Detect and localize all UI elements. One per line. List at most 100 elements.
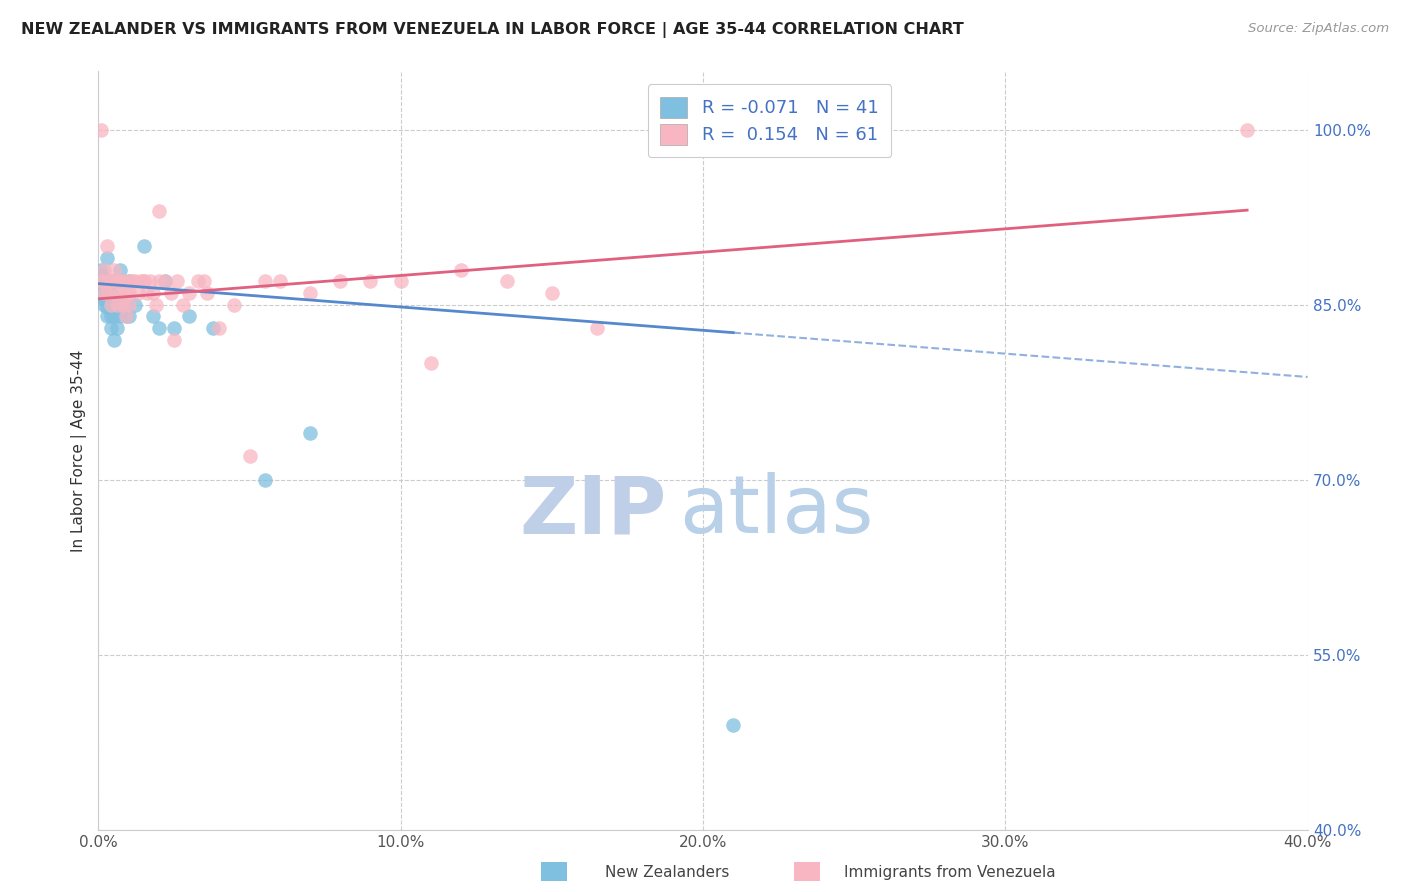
Point: [90, 122, 112, 136]
Point: [208, 321, 231, 335]
Point: [132, 274, 155, 288]
Point: [132, 274, 155, 288]
Legend: R = -0.071   N = 41, R =  0.154   N = 61: R = -0.071 N = 41, R = 0.154 N = 61: [648, 84, 891, 158]
Point: [135, 285, 157, 300]
Point: [195, 285, 218, 300]
Point: [90, 268, 112, 283]
Point: [153, 274, 176, 288]
Point: [121, 274, 143, 288]
Point: [103, 262, 125, 277]
Point: [114, 310, 136, 324]
Point: [111, 274, 134, 288]
Point: [160, 285, 183, 300]
Point: [96, 292, 118, 306]
Point: [166, 274, 188, 288]
Point: [90, 262, 112, 277]
Point: [179, 310, 201, 324]
Point: [450, 262, 472, 277]
Point: [193, 274, 215, 288]
Point: [299, 285, 322, 300]
Point: [114, 285, 136, 300]
Point: [329, 274, 352, 288]
Point: [100, 298, 122, 312]
Text: NEW ZEALANDER VS IMMIGRANTS FROM VENEZUELA IN LABOR FORCE | AGE 35-44 CORRELATIO: NEW ZEALANDER VS IMMIGRANTS FROM VENEZUE…: [21, 22, 965, 38]
Point: [187, 274, 209, 288]
Text: ZIP: ZIP: [519, 472, 666, 550]
Point: [103, 274, 125, 288]
Point: [105, 274, 128, 288]
Point: [105, 298, 128, 312]
Point: [118, 310, 141, 324]
Point: [239, 450, 262, 464]
Point: [93, 274, 115, 288]
Point: [96, 310, 118, 324]
Point: [103, 333, 125, 347]
Point: [108, 310, 131, 324]
Point: [100, 274, 122, 288]
Point: [224, 298, 246, 312]
Text: atlas: atlas: [679, 472, 873, 550]
Point: [124, 274, 146, 288]
Point: [100, 274, 122, 288]
Point: [93, 280, 115, 294]
Point: [586, 321, 609, 335]
Point: [389, 274, 412, 288]
Point: [105, 274, 128, 288]
Point: [111, 274, 134, 288]
Point: [103, 292, 125, 306]
Point: [148, 274, 170, 288]
Point: [1236, 122, 1258, 136]
Point: [96, 285, 118, 300]
Point: [142, 285, 165, 300]
Point: [163, 321, 186, 335]
Point: [202, 321, 225, 335]
Point: [269, 274, 291, 288]
Point: [132, 239, 155, 253]
Point: [153, 274, 176, 288]
Point: [118, 274, 141, 288]
Point: [253, 473, 276, 487]
Point: [253, 274, 276, 288]
Point: [118, 274, 141, 288]
Point: [93, 274, 115, 288]
Point: [105, 321, 128, 335]
Point: [420, 356, 443, 370]
Point: [96, 251, 118, 265]
Point: [93, 292, 115, 306]
Point: [100, 274, 122, 288]
Point: [129, 274, 152, 288]
Point: [145, 298, 167, 312]
Point: [108, 262, 131, 277]
Point: [96, 239, 118, 253]
Y-axis label: In Labor Force | Age 35-44: In Labor Force | Age 35-44: [72, 350, 87, 551]
Point: [103, 310, 125, 324]
Point: [108, 274, 131, 288]
Point: [148, 321, 170, 335]
Point: [142, 310, 165, 324]
Point: [93, 285, 115, 300]
Point: [118, 298, 141, 312]
Point: [124, 298, 146, 312]
Text: New Zealanders: New Zealanders: [605, 865, 728, 880]
Point: [299, 425, 322, 440]
Point: [111, 274, 134, 288]
Point: [723, 717, 745, 731]
Text: Immigrants from Venezuela: Immigrants from Venezuela: [844, 865, 1056, 880]
Point: [360, 274, 382, 288]
Point: [100, 321, 122, 335]
Point: [96, 280, 118, 294]
Point: [139, 274, 162, 288]
Point: [179, 285, 201, 300]
Point: [93, 262, 115, 277]
Point: [90, 274, 112, 288]
Point: [100, 285, 122, 300]
Point: [93, 298, 115, 312]
Point: [148, 204, 170, 219]
Point: [103, 285, 125, 300]
Point: [111, 298, 134, 312]
Point: [100, 298, 122, 312]
Point: [163, 333, 186, 347]
Point: [108, 285, 131, 300]
Point: [114, 310, 136, 324]
Point: [111, 298, 134, 312]
